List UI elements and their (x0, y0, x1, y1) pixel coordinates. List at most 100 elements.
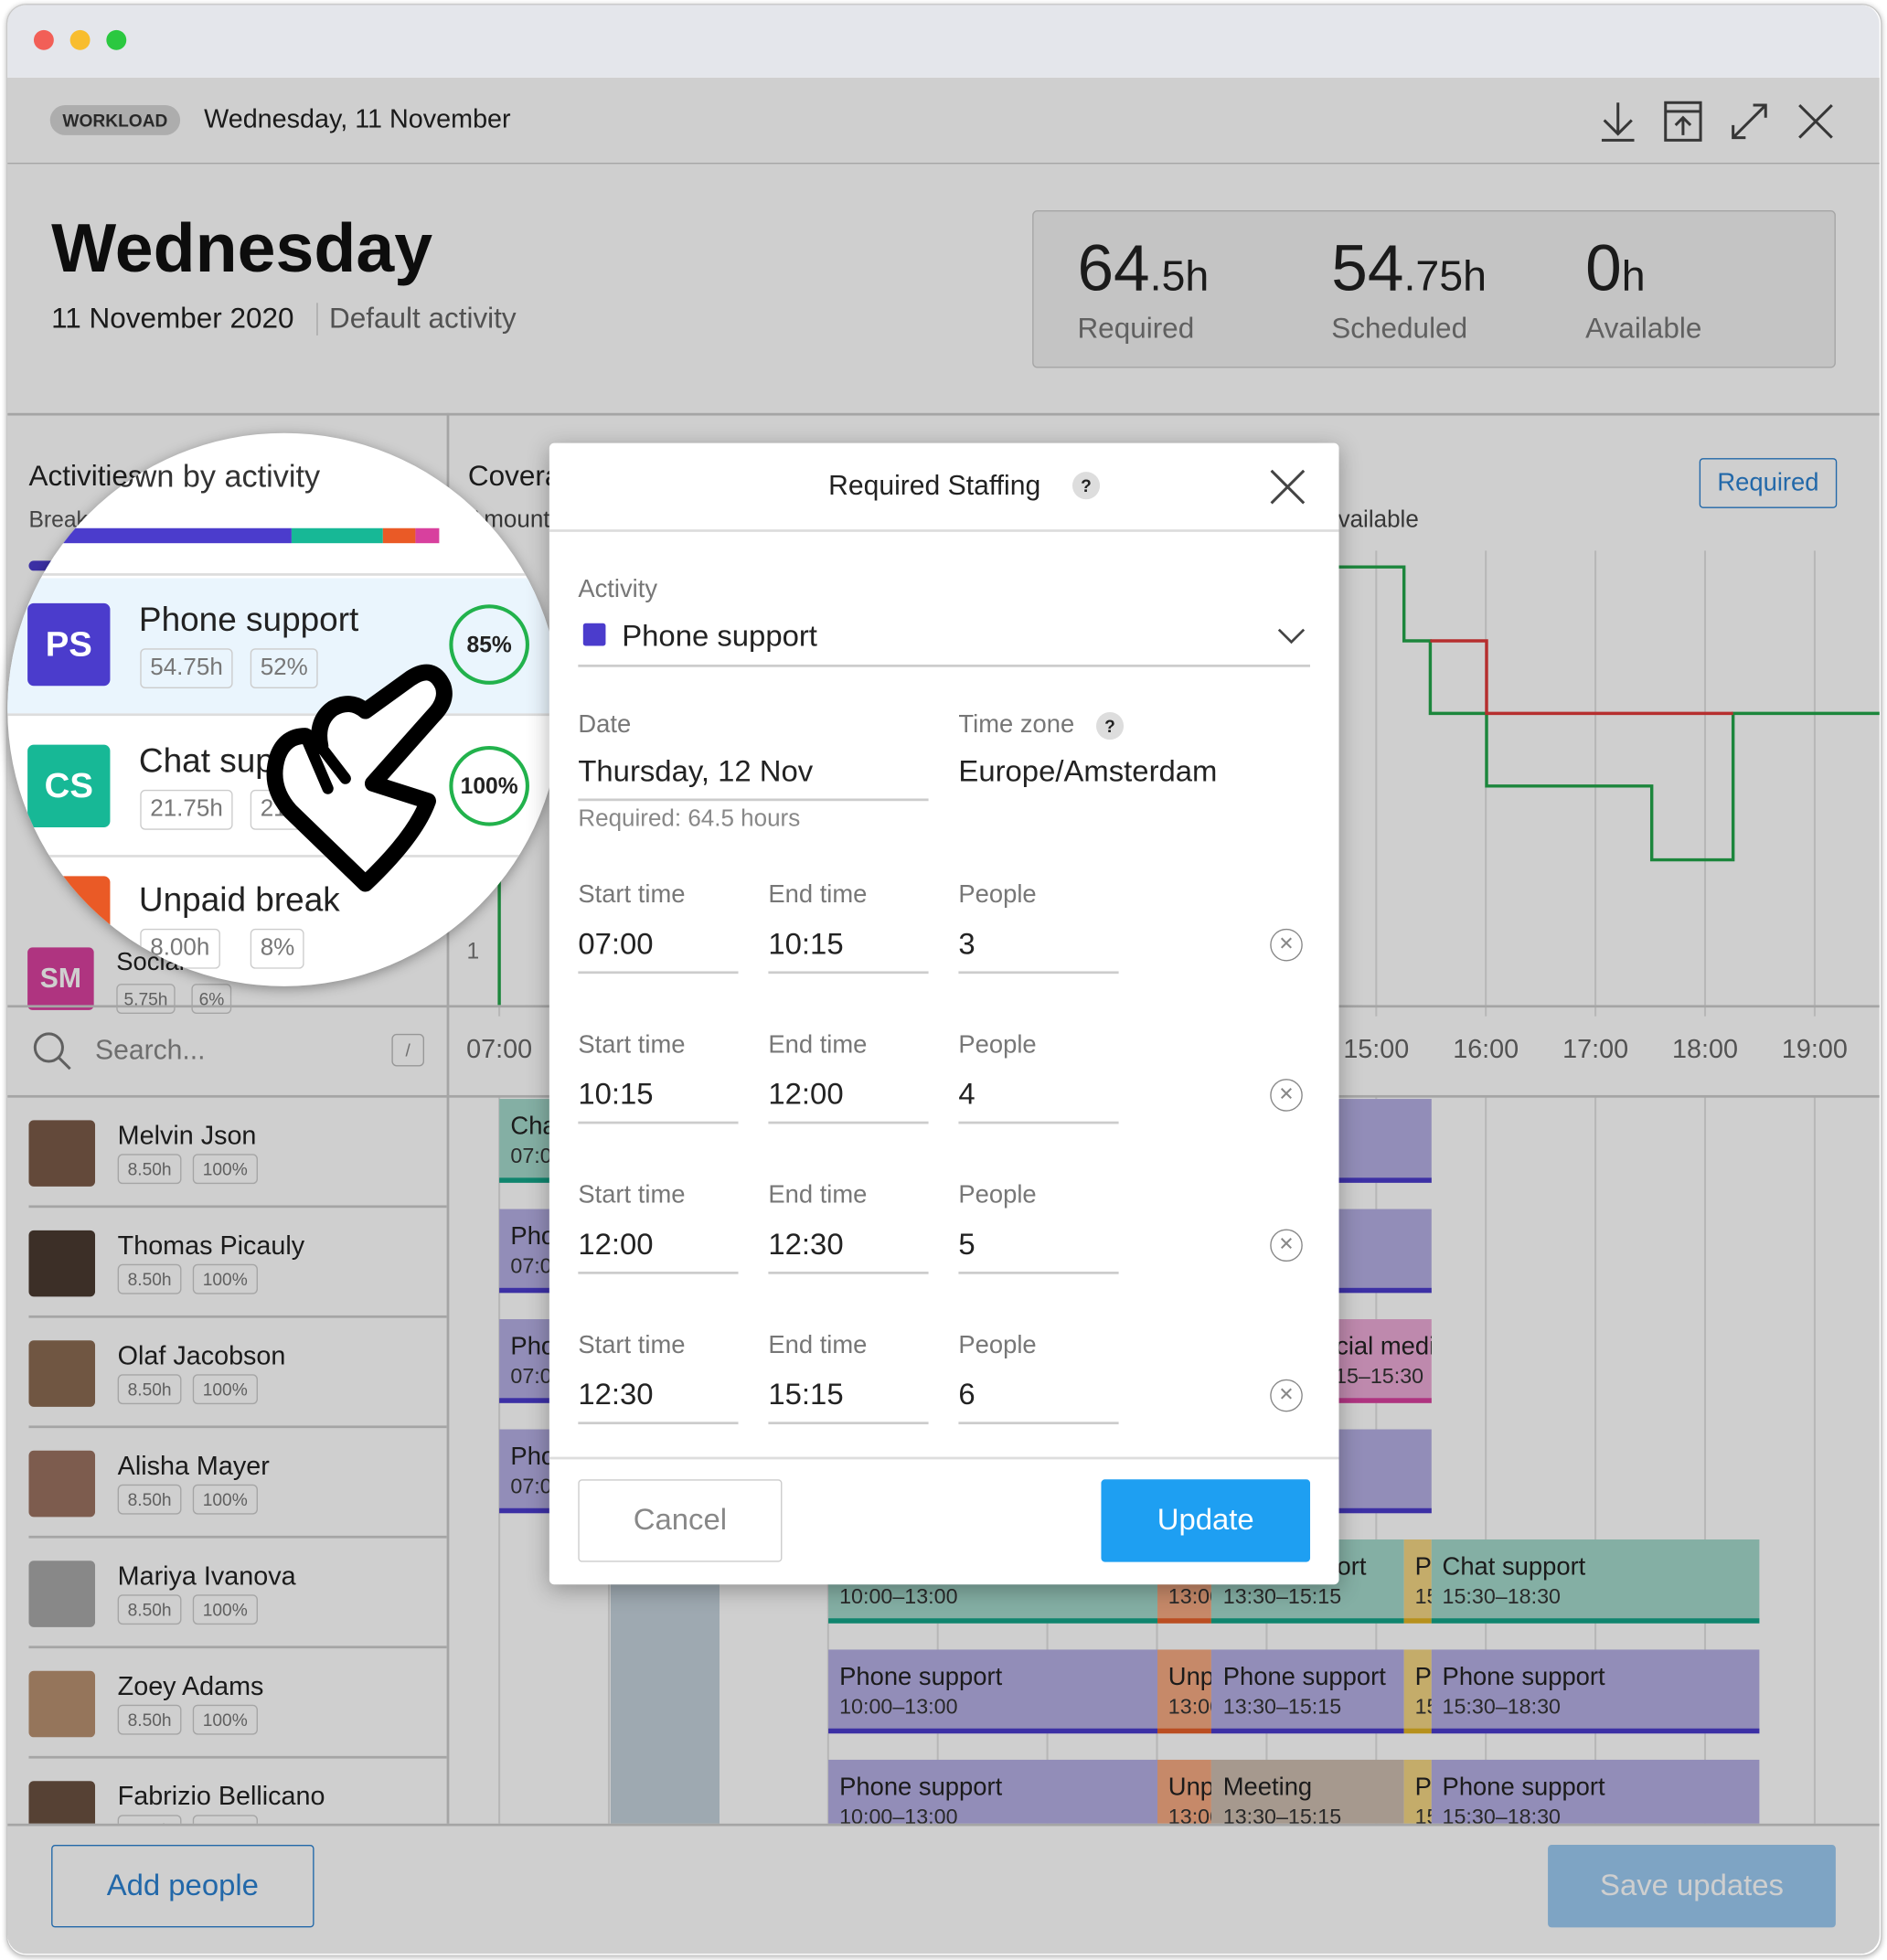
shift-time: 15:30–18:30 (1442, 1805, 1561, 1824)
person-hours: 8.50h (117, 1704, 182, 1735)
close-light[interactable] (33, 29, 54, 50)
staffing-input[interactable]: 12:30 (768, 1228, 844, 1262)
shift-block[interactable]: Paid break 15:15–15:30 (1403, 1759, 1432, 1824)
staffing-input[interactable]: 07:00 (578, 927, 654, 962)
row-line (28, 1535, 447, 1538)
staffing-input[interactable]: 12:00 (578, 1228, 654, 1262)
shift-block[interactable]: Phone support 10:00–13:00 (827, 1649, 1157, 1734)
shift-block[interactable]: Chat support 15:30–18:30 (1431, 1539, 1760, 1624)
modal-close[interactable] (1269, 468, 1306, 506)
person-avatar (28, 1670, 96, 1738)
staffing-rows: Start time 07:00 End time 10:15 People 3 ✕ Star… (578, 881, 1303, 1424)
shift-block[interactable]: Phone support 13:30–15:15 (1211, 1649, 1404, 1734)
activity-share: 6% (191, 984, 232, 1014)
shift-block[interactable]: Phone support 15:30–18:30 (1431, 1759, 1760, 1824)
activity-select[interactable]: Phone support (622, 619, 817, 654)
remove-row[interactable]: ✕ (1270, 1379, 1303, 1412)
activity-name: Phone support (138, 601, 359, 639)
person-hours: 8.50h (117, 1484, 182, 1515)
staffing-input[interactable]: 6 (958, 1378, 975, 1412)
shift-block[interactable]: Unpaid break 13:00–13:30 (1157, 1649, 1212, 1734)
coverage-required-line (1430, 639, 1733, 716)
row-line (7, 713, 561, 716)
person-name: Alisha Mayer (117, 1452, 270, 1481)
staffing-input[interactable]: 10:15 (578, 1077, 654, 1112)
help-icon[interactable]: ? (1071, 472, 1101, 500)
time-tick-label: 07:00 (466, 1035, 533, 1064)
row-line (28, 1315, 447, 1317)
summary-value: 54.75h (1331, 231, 1487, 306)
staffing-input[interactable]: 12:00 (768, 1077, 844, 1112)
close-icon[interactable] (1798, 103, 1833, 139)
activity-bar-segment (415, 527, 440, 544)
staffing-input[interactable]: 12:30 (578, 1378, 654, 1412)
remove-row[interactable]: ✕ (1270, 1079, 1303, 1112)
staffing-input[interactable]: 3 (958, 927, 975, 962)
shift-activity: Phone support (839, 1774, 1003, 1802)
badge: WORKLOAD (49, 105, 181, 135)
required-toggle[interactable]: Required (1699, 458, 1838, 508)
header-date: Wednesday, 11 November (204, 105, 511, 134)
shift-block[interactable]: Paid break 15:15–15:30 (1403, 1649, 1432, 1734)
cancel-button[interactable]: Cancel (578, 1479, 783, 1562)
add-people-button[interactable]: Add people (51, 1845, 314, 1928)
shift-time: 15:30–18:30 (1442, 1584, 1561, 1609)
person-avatar (28, 1781, 96, 1824)
download-icon[interactable] (1601, 102, 1635, 142)
input-underline (578, 1121, 739, 1124)
modal-title: Required Staffing (828, 469, 1041, 501)
hand-shape (266, 664, 453, 892)
shift-block[interactable]: Paid break 15:15–15:30 (1403, 1539, 1432, 1624)
staffing-input[interactable]: 15:15 (768, 1378, 844, 1412)
input-underline (768, 1422, 929, 1424)
summary-rest: .75h (1403, 252, 1487, 301)
help-icon[interactable]: ? (1095, 712, 1125, 740)
person-avatar (28, 1340, 96, 1407)
coverage-available-line (497, 565, 1880, 1006)
column-label: People (958, 1031, 1037, 1060)
row-line (7, 855, 561, 858)
activity-avatar: CS (27, 744, 111, 827)
shift-block[interactable]: Meeting 13:30–15:15 (1211, 1759, 1404, 1824)
day-title: Wednesday (51, 208, 433, 287)
update-button[interactable]: Update (1101, 1479, 1311, 1562)
header-bar (7, 78, 1880, 165)
time-tick-label: 19:00 (1781, 1035, 1848, 1064)
person-hours: 8.50h (117, 1263, 182, 1294)
staffing-input[interactable]: 10:15 (768, 927, 844, 962)
date-label: Date (578, 710, 632, 739)
input-underline (768, 1121, 929, 1124)
max-light[interactable] (106, 29, 127, 50)
staffing-input[interactable]: 5 (958, 1228, 975, 1262)
person-hours: 8.50h (117, 1154, 182, 1185)
coverage-ring: 100% (449, 745, 529, 826)
staffing-input[interactable]: 4 (958, 1077, 975, 1112)
expand-icon[interactable] (1732, 103, 1767, 140)
remove-row[interactable]: ✕ (1270, 1229, 1303, 1262)
person-hours: 8.50h (117, 1374, 182, 1405)
shift-activity: Phone support (1222, 1663, 1386, 1691)
row-line (28, 1646, 447, 1648)
person-hours: 8.50h (117, 1815, 182, 1824)
save-updates-button[interactable]: Save updates (1548, 1845, 1836, 1928)
min-light[interactable] (69, 29, 91, 50)
person-avatar (28, 1120, 96, 1187)
shift-time: 13:30–15:15 (1222, 1694, 1342, 1719)
export-icon[interactable] (1664, 101, 1702, 142)
remove-row[interactable]: ✕ (1270, 928, 1303, 962)
shift-block[interactable]: Unpaid break 13:00–13:30 (1157, 1759, 1212, 1824)
input-underline (958, 971, 1119, 974)
shift-activity: Phone support (1442, 1774, 1605, 1802)
person-name: Mariya Ivanova (117, 1561, 296, 1592)
shift-block[interactable]: Phone support 10:00–13:00 (827, 1759, 1157, 1824)
summary-whole: 54 (1331, 232, 1404, 306)
magnified-subtitle: Breakdown by activity (17, 459, 321, 495)
person-avatar (28, 1450, 96, 1518)
search-input[interactable]: Search... (95, 1033, 206, 1066)
shift-time: 15:15–15:30 (1414, 1805, 1432, 1824)
summary-value: 0h (1585, 231, 1645, 306)
shift-block[interactable]: Phone support 15:30–18:30 (1431, 1649, 1760, 1734)
shift-activity: Phone support (1442, 1663, 1605, 1691)
chevron[interactable] (1276, 626, 1306, 646)
date-input[interactable]: Thursday, 12 Nov (578, 754, 814, 789)
